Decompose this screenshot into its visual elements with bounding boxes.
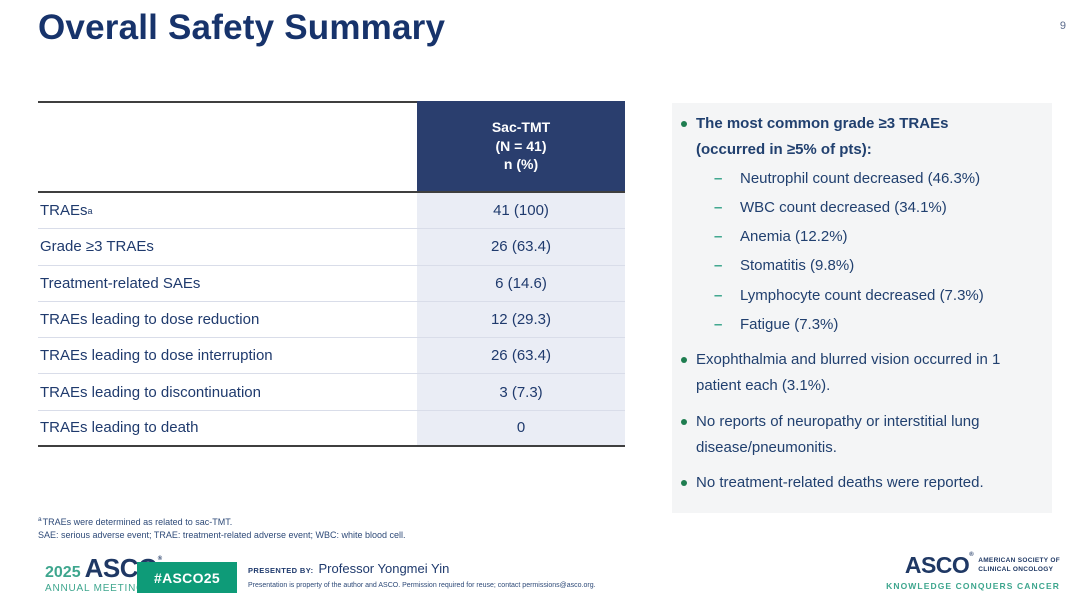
dash-icon: – (714, 315, 723, 333)
asco-tagline: KNOWLEDGE CONQUERS CANCER (886, 581, 1060, 591)
row-value: 26 (63.4) (417, 229, 625, 265)
safety-summary-table: Sac-TMT (N = 41) n (%) TRAEs a 41 (100) G… (38, 101, 625, 448)
bullet-common-traes: The most common grade ≥3 TRAEs (occurred… (680, 111, 1038, 164)
table-header-row: Sac-TMT (N = 41) n (%) (38, 101, 625, 193)
society-name: AMERICAN SOCIETY OF CLINICAL ONCOLOGY (978, 557, 1060, 573)
key-findings-panel: The most common grade ≥3 TRAEs (occurred… (672, 103, 1052, 513)
bullet-icon (681, 121, 687, 127)
table-header-empty-cell (38, 101, 417, 191)
dash-icon: – (714, 228, 723, 245)
asco-society-logo: ASCO® AMERICAN SOCIETY OF CLINICAL ONCOL… (886, 552, 1060, 591)
row-value: 0 (417, 410, 625, 446)
list-item: – Fatigue (7.3%) (714, 312, 1038, 338)
registered-mark: ® (969, 552, 974, 558)
table-row: Treatment-related SAEs 6 (14.6) (38, 265, 625, 302)
meeting-subtitle: ANNUAL MEETING (45, 583, 145, 594)
table-row: TRAEs leading to dose interruption 26 (6… (38, 338, 625, 375)
row-label: Grade ≥3 TRAEs (40, 238, 154, 256)
hashtag-badge: #ASCO25 (137, 562, 237, 593)
registered-mark: ® (157, 556, 162, 562)
presented-by-block: PRESENTED BY: Professor Yongmei Yin Pres… (248, 561, 596, 589)
trae-sub-list: – Neutrophil count decreased (46.3%) – W… (714, 166, 1038, 339)
bullet-no-deaths: No treatment-related deaths were reporte… (680, 470, 1038, 496)
meeting-year: 2025 (45, 564, 81, 581)
row-value: 41 (100) (417, 193, 625, 229)
list-item: – Stomatitis (9.8%) (714, 253, 1038, 279)
table-body: TRAEs a 41 (100) Grade ≥3 TRAEs 26 (63.4)… (38, 193, 625, 448)
row-value: 12 (29.3) (417, 301, 625, 338)
dash-icon: – (714, 286, 723, 304)
table-row: TRAEs leading to dose reduction 12 (29.3… (38, 301, 625, 339)
bullet-icon (681, 418, 687, 425)
page-number: 9 (1059, 20, 1066, 32)
row-label: TRAEs leading to dose reduction (40, 311, 260, 329)
table-row: Grade ≥3 TRAEs 26 (63.4) (38, 229, 625, 266)
table-row: TRAEs a 41 (100) (38, 193, 625, 230)
dash-icon: – (714, 198, 723, 216)
dash-icon: – (714, 169, 723, 187)
row-label: TRAEs (40, 202, 88, 220)
row-label: TRAEs leading to death (40, 419, 199, 437)
list-item: – Anemia (12.2%) (714, 224, 1038, 250)
dash-icon: – (714, 257, 723, 275)
footnotes: aTRAEs were determined as related to sac… (38, 515, 406, 541)
permission-disclaimer: Presentation is property of the author a… (248, 582, 596, 589)
row-label: TRAEs leading to discontinuation (40, 383, 261, 401)
table-row: TRAEs leading to discontinuation 3 (7.3) (38, 374, 625, 411)
footnote-marker: a (38, 516, 42, 523)
bullet-no-neuropathy: No reports of neuropathy or interstitial… (680, 409, 1038, 462)
footnote-line-2: SAE: serious adverse event; TRAE: treatm… (38, 529, 406, 540)
presenter-name: Professor Yongmei Yin (318, 561, 450, 576)
row-value: 26 (63.4) (417, 338, 625, 374)
presented-by-label: PRESENTED BY: (248, 566, 314, 575)
list-item: – Lymphocyte count decreased (7.3%) (714, 283, 1038, 309)
row-value: 6 (14.6) (417, 265, 625, 301)
list-item: – WBC count decreased (34.1%) (714, 195, 1038, 221)
bullet-exophthalmia: Exophthalmia and blurred vision occurred… (680, 347, 1038, 400)
footnote-line-1: aTRAEs were determined as related to sac… (38, 516, 233, 527)
header-line-3: n (%) (503, 156, 539, 173)
bullet-icon (681, 357, 687, 363)
bullet-icon (681, 480, 687, 486)
page-title: Overall Safety Summary (38, 8, 446, 47)
row-value: 3 (7.3) (417, 374, 625, 410)
row-label: Treatment-related SAEs (40, 274, 201, 292)
row-label: TRAEs leading to dose interruption (40, 347, 273, 365)
list-item: – Neutrophil count decreased (46.3%) (714, 166, 1038, 192)
header-line-2: (N = 41) (495, 137, 547, 154)
asco-wordmark: ASCO® (904, 552, 974, 578)
table-row: TRAEs leading to death 0 (38, 410, 625, 448)
header-line-1: Sac-TMT (491, 118, 551, 135)
table-header-sac-tmt-cell: Sac-TMT (N = 41) n (%) (417, 101, 625, 191)
